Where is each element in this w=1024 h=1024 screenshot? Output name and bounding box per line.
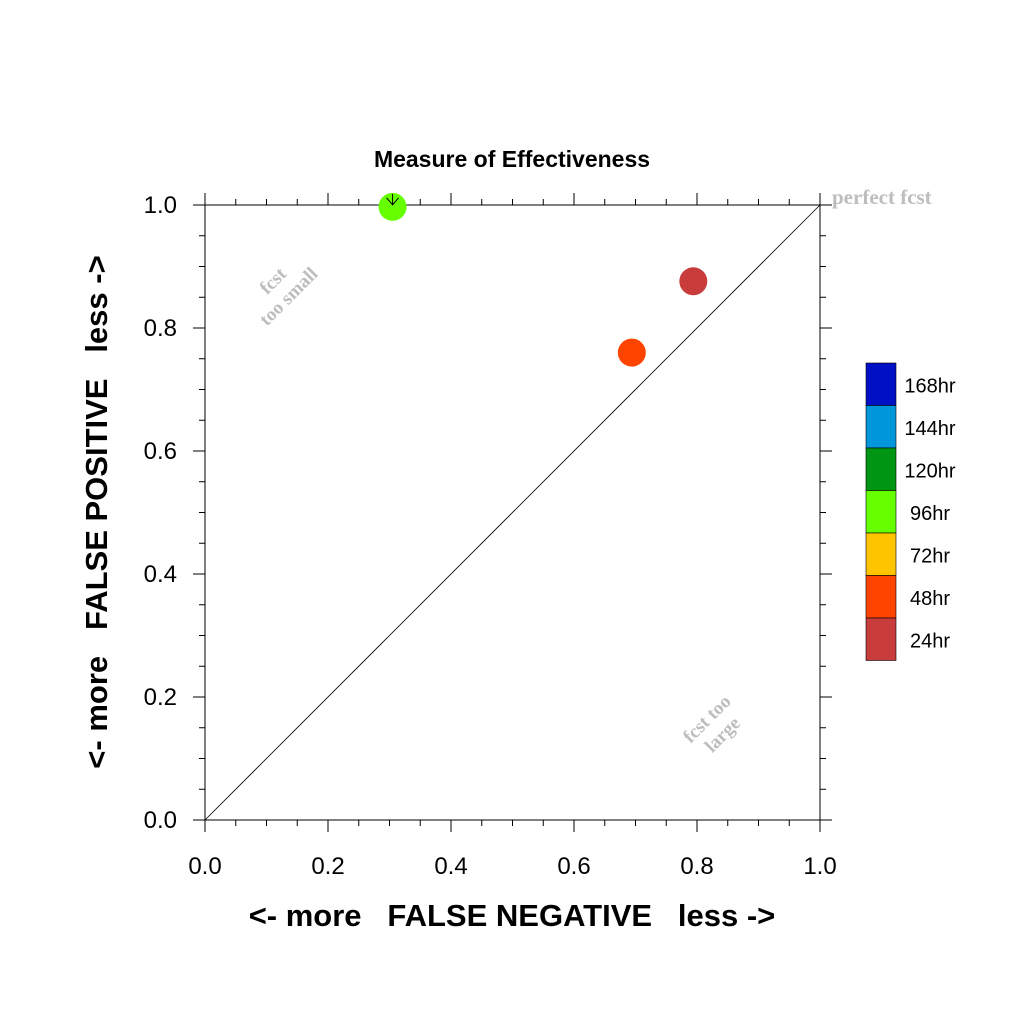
legend-swatch-72hr [865,532,897,576]
legend-label-168hr: 168hr [904,375,955,397]
color-legend: 168hr 144hr 120hr 96hr 72hr 48hr 24hr [865,362,956,661]
legend-swatch-144hr [865,405,897,449]
y-tick-label: 0.2 [144,684,177,711]
y-tick-label: 0.8 [144,315,177,342]
legend-label-120hr: 120hr [904,460,955,482]
legend-swatch-120hr [865,447,897,491]
x-tick-label: 0.2 [311,853,344,880]
y-tick-label: 0.6 [144,438,177,465]
legend-swatch-48hr [865,575,897,619]
perfect-diagonal-line [204,204,821,821]
arrow-marker [386,193,399,206]
x-tick-label: 0.0 [188,853,221,880]
y-tick-label: 0.0 [144,807,177,834]
legend-label-96hr: 96hr [910,503,950,525]
legend-label-48hr: 48hr [910,588,950,610]
y-tick-label: 0.4 [144,561,177,588]
point-48hr [617,338,646,367]
x-tick-label: 1.0 [803,853,836,880]
x-tick-label: 0.8 [680,853,713,880]
x-axis-label: <- more FALSE NEGATIVE less -> [249,898,776,933]
too-large-annotation: fcst too large [679,691,745,757]
legend-swatch-24hr [865,617,897,661]
legend-label-144hr: 144hr [904,418,955,440]
point-24hr [679,267,708,296]
point-96hr [378,192,407,221]
x-tick-label: 0.6 [557,853,590,880]
perfect-forecast-annotation: perfect fcst [832,185,932,209]
too-small-annotation: fcst too small [256,263,323,330]
tick-marks [193,193,832,832]
x-tick-label: 0.4 [434,853,467,880]
x-tick-labels: 0.0 0.2 0.4 0.6 0.8 1.0 [188,853,836,880]
legend-swatch-96hr [865,490,897,534]
chart-title: Measure of Effectiveness [374,146,650,172]
y-tick-label: 1.0 [144,192,177,219]
y-tick-labels: 0.0 0.2 0.4 0.6 0.8 1.0 [144,192,177,834]
legend-label-72hr: 72hr [910,545,950,567]
data-points [378,192,708,367]
legend-label-24hr: 24hr [910,630,950,652]
legend-swatch-168hr [865,362,897,406]
y-axis-label: <- more FALSE POSITIVE less -> [79,255,114,768]
